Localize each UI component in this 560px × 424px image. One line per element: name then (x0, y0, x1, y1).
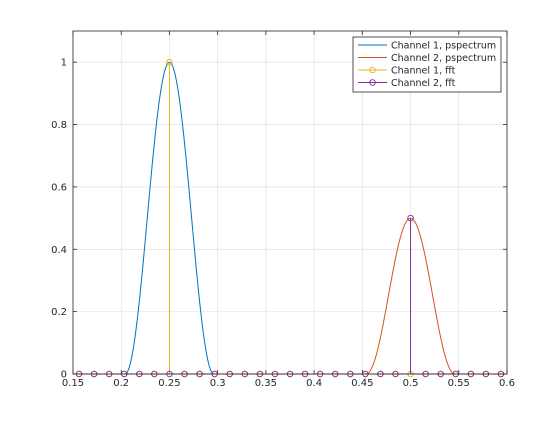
x-tick-label: 0.35 (255, 378, 277, 389)
y-tick-label: 1 (61, 58, 67, 69)
legend-label: Channel 1, fft (391, 65, 456, 76)
x-tick-label: 0.5 (403, 378, 419, 389)
y-tick-label: 0.4 (51, 245, 67, 256)
x-tick-label: 0.25 (158, 378, 180, 389)
x-tick-label: 0.15 (62, 378, 84, 389)
y-tick-label: 0 (61, 370, 67, 381)
legend-label: Channel 2, fft (391, 78, 456, 89)
legend-marker (369, 66, 376, 74)
legend-marker (369, 79, 376, 86)
legend: Channel 1, pspectrum Channel 2, pspectrum… (352, 36, 502, 93)
stem-marker-channel-1 (166, 58, 173, 66)
y-tick-label: 0.6 (51, 182, 67, 193)
series-line-channel-2-pspectrum (73, 217, 507, 375)
legend-label: Channel 2, pspectrum (391, 53, 496, 64)
stem-marker-channel-2 (407, 214, 414, 222)
x-tick-label: 0.2 (113, 378, 129, 389)
axes-box (72, 30, 508, 375)
y-tick-label: 0.8 (51, 120, 67, 131)
x-tick-label: 0.6 (499, 378, 515, 389)
x-tick-label: 0.55 (448, 378, 470, 389)
y-tick-label: 0.2 (51, 307, 67, 318)
x-tick-label: 0.45 (351, 378, 373, 389)
x-tick-label: 0.3 (210, 378, 226, 389)
x-tick-label: 0.4 (306, 378, 322, 389)
x-axis-ticks: 0.15 0.2 0.25 0.3 0.35 0.4 0.45 0.5 0.55 0.6 (62, 31, 515, 389)
y-axis-ticks: 0 0.2 0.4 0.6 0.8 1 (51, 58, 507, 381)
series-line-channel-1-pspectrum (73, 61, 507, 375)
legend-label: Channel 1, pspectrum (391, 40, 496, 51)
